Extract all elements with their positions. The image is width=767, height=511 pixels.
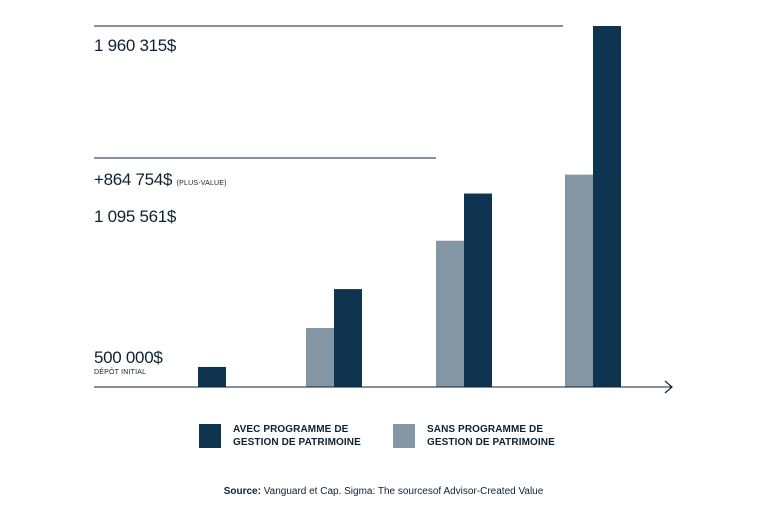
bar-without-program-4 (565, 174, 593, 387)
initial-value-annotation: 500 000$ (94, 348, 163, 367)
legend-swatch-without-program (393, 424, 415, 448)
legend-swatch-with-program (199, 424, 221, 448)
source-text: Vanguard et Cap. Sigma: The sourcesof Ad… (263, 486, 544, 497)
legend-item-with-program: AVEC PROGRAMME DE GESTION DE PATRIMOINE (199, 423, 368, 449)
plus-value-note: (PLUS-VALUE) (176, 180, 227, 187)
bar-with-program-4 (593, 26, 621, 387)
source-note: Source: Vanguard et Cap. Sigma: The sour… (0, 486, 767, 497)
legend-label-without-program: SANS PROGRAMME DE GESTION DE PATRIMOINE (427, 424, 555, 448)
plus-value-amount: +864 754$ (94, 170, 173, 189)
bar-with-program-1 (198, 366, 226, 387)
legend-label-with-program: AVEC PROGRAMME DE GESTION DE PATRIMOINE (233, 424, 361, 448)
top-value-annotation: 1 960 315$ (94, 36, 177, 55)
mid-value-annotation: 1 095 561$ (94, 207, 177, 226)
source-label: Source: (223, 486, 261, 497)
plus-value-annotation: +864 754$ (PLUS-VALUE) (94, 170, 227, 190)
bars-layer (198, 26, 621, 387)
bar-without-program-2 (306, 328, 334, 387)
bar-with-program-3 (464, 193, 492, 387)
legend-item-without-program: SANS PROGRAMME DE GESTION DE PATRIMOINE (393, 423, 562, 449)
x-axis-arrow-icon (664, 380, 673, 394)
bar-without-program-3 (436, 240, 464, 387)
bar-with-program-2 (334, 289, 362, 387)
initial-deposit-note: DÉPÔT INITIAL (94, 369, 147, 376)
